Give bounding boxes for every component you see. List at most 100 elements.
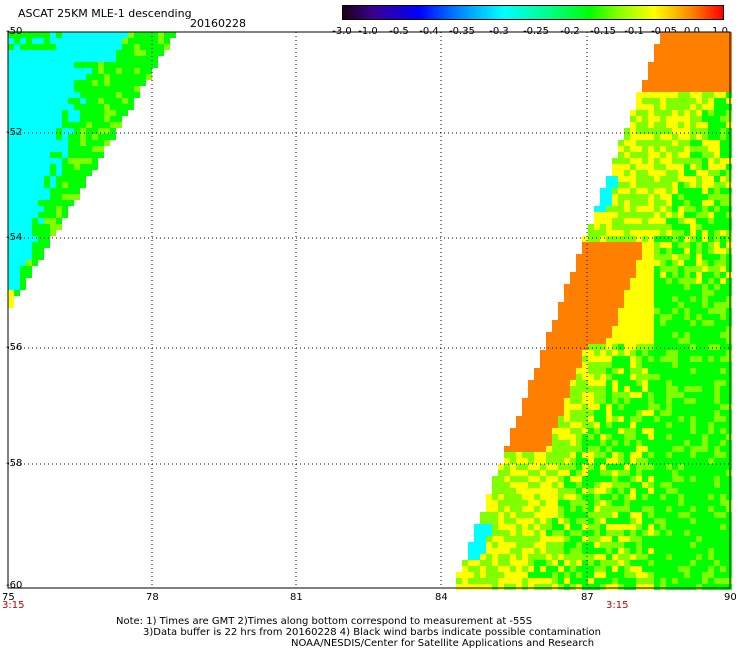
swath-cell — [38, 176, 44, 182]
swath-cell — [648, 152, 654, 158]
swath-cell — [498, 566, 504, 572]
swath-cell — [642, 392, 648, 398]
swath-cell — [666, 302, 672, 308]
swath-cell — [684, 260, 690, 266]
swath-cell — [486, 512, 492, 518]
swath-cell — [702, 236, 708, 242]
swath-cell — [98, 92, 104, 98]
swath-cell — [56, 146, 62, 152]
swath-cell — [660, 422, 666, 428]
swath-cell — [648, 560, 654, 566]
swath-cell — [14, 284, 20, 290]
swath-cell — [690, 296, 696, 302]
swath-cell — [642, 434, 648, 440]
swath-cell — [8, 230, 14, 236]
swath-cell — [582, 428, 588, 434]
swath-cell — [714, 272, 720, 278]
swath-cell — [582, 332, 588, 338]
swath-cell — [74, 44, 80, 50]
swath-cell — [68, 122, 74, 128]
swath-cell — [666, 110, 672, 116]
swath-cell — [624, 530, 630, 536]
swath-cell — [594, 584, 600, 590]
swath-cell — [726, 278, 732, 284]
swath-cell — [618, 578, 624, 584]
swath-cell — [666, 482, 672, 488]
swath-cell — [702, 176, 708, 182]
swath-cell — [648, 206, 654, 212]
swath-cell — [38, 206, 44, 212]
swath-cell — [26, 140, 32, 146]
swath-cell — [666, 134, 672, 140]
swath-cell — [654, 458, 660, 464]
swath-cell — [116, 32, 122, 38]
swath-cell — [672, 326, 678, 332]
swath-cell — [534, 416, 540, 422]
swath-cell — [690, 158, 696, 164]
swath-cell — [50, 194, 56, 200]
swath-cell — [714, 308, 720, 314]
swath-cell — [588, 494, 594, 500]
swath-cell — [714, 452, 720, 458]
swath-cell — [660, 560, 666, 566]
swath-cell — [696, 452, 702, 458]
swath-cell — [582, 386, 588, 392]
swath-cell — [654, 536, 660, 542]
swath-cell — [660, 80, 666, 86]
swath-cell — [672, 440, 678, 446]
swath-cell — [720, 32, 726, 38]
swath-cell — [702, 350, 708, 356]
swath-cell — [594, 206, 600, 212]
swath-cell — [492, 554, 498, 560]
swath-cell — [80, 38, 86, 44]
swath-cell — [600, 320, 606, 326]
swath-cell — [618, 272, 624, 278]
swath-cell — [582, 506, 588, 512]
swath-cell — [600, 482, 606, 488]
swath-cell — [726, 206, 732, 212]
swath-cell — [606, 578, 612, 584]
swath-cell — [570, 458, 576, 464]
swath-cell — [570, 584, 576, 590]
swath-cell — [50, 38, 56, 44]
swath-cell — [618, 446, 624, 452]
swath-cell — [684, 518, 690, 524]
swath-cell — [678, 398, 684, 404]
swath-cell — [516, 530, 522, 536]
swath-cell — [690, 266, 696, 272]
swath-cell — [630, 278, 636, 284]
swath-cell — [504, 464, 510, 470]
swath-cell — [582, 572, 588, 578]
swath-cell — [678, 326, 684, 332]
swath-cell — [684, 434, 690, 440]
swath-cell — [666, 80, 672, 86]
swath-cell — [474, 536, 480, 542]
swath-cell — [726, 74, 732, 80]
swath-cell — [540, 554, 546, 560]
swath-cell — [564, 584, 570, 590]
swath-cell — [726, 116, 732, 122]
swath-cell — [618, 302, 624, 308]
swath-cell — [714, 578, 720, 584]
swath-cell — [110, 56, 116, 62]
swath-cell — [654, 200, 660, 206]
swath-cell — [516, 476, 522, 482]
swath-cell — [714, 98, 720, 104]
swath-cell — [564, 344, 570, 350]
swath-cell — [654, 110, 660, 116]
swath-cell — [56, 206, 62, 212]
swath-cell — [660, 32, 666, 38]
swath-cell — [62, 176, 68, 182]
swath-cell — [594, 224, 600, 230]
swath-cell — [696, 188, 702, 194]
swath-cell — [582, 356, 588, 362]
swath-cell — [720, 362, 726, 368]
swath-cell — [98, 74, 104, 80]
swath-cell — [510, 470, 516, 476]
swath-cell — [14, 74, 20, 80]
swath-cell — [504, 578, 510, 584]
swath-cell — [468, 584, 474, 590]
swath-cell — [68, 68, 74, 74]
swath-cell — [690, 242, 696, 248]
swath-cell — [606, 446, 612, 452]
